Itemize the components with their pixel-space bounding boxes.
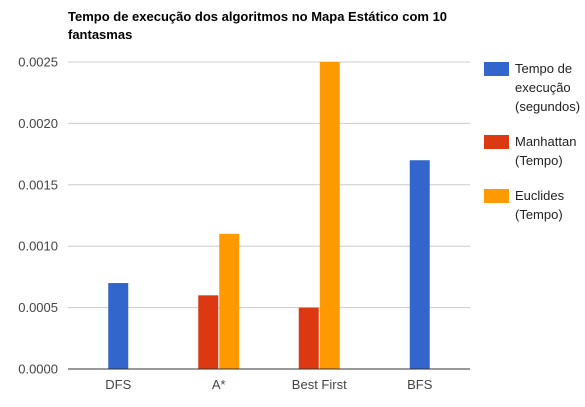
chart-title-line: Tempo de execução dos algoritmos no Mapa… bbox=[68, 9, 447, 24]
y-tick-label: 0.0010 bbox=[18, 239, 58, 254]
legend-item: Euclides (Tempo) bbox=[484, 188, 565, 222]
x-tick-label: Best First bbox=[292, 377, 347, 392]
bar bbox=[219, 233, 240, 369]
chart-title: Tempo de execução dos algoritmos no Mapa… bbox=[68, 9, 447, 42]
bar bbox=[409, 160, 430, 369]
x-tick-label: DFS bbox=[105, 377, 131, 392]
bar bbox=[108, 283, 129, 369]
legend-swatch bbox=[484, 189, 509, 203]
y-tick-label: 0.0020 bbox=[18, 116, 58, 131]
y-tick-labels: 0.0000 0.0005 0.0010 0.0015 0.0020 0.0025 bbox=[18, 55, 58, 377]
x-tick-label: A* bbox=[212, 377, 226, 392]
legend-label: Euclides bbox=[515, 188, 565, 203]
y-tick-label: 0.0000 bbox=[18, 362, 58, 377]
bar bbox=[198, 295, 219, 369]
legend-label: execução bbox=[515, 80, 571, 95]
y-tick-label: 0.0025 bbox=[18, 55, 58, 70]
legend-item: Manhattan (Tempo) bbox=[484, 134, 576, 168]
x-tick-label: BFS bbox=[407, 377, 433, 392]
legend-item: Tempo de execução (segundos) bbox=[484, 61, 580, 114]
y-tick-label: 0.0005 bbox=[18, 300, 58, 315]
legend-label: Manhattan bbox=[515, 134, 576, 149]
y-gridlines bbox=[68, 61, 470, 309]
legend-label: (segundos) bbox=[515, 99, 580, 114]
legend-swatch bbox=[484, 135, 509, 149]
legend-label: (Tempo) bbox=[515, 153, 563, 168]
legend-label: Tempo de bbox=[515, 61, 572, 76]
bar bbox=[298, 307, 319, 369]
chart-title-line: fantasmas bbox=[68, 27, 132, 42]
y-tick-label: 0.0015 bbox=[18, 177, 58, 192]
legend: Tempo de execução (segundos) Manhattan (Temp… bbox=[484, 61, 580, 222]
legend-label: (Tempo) bbox=[515, 207, 563, 222]
x-tick-labels: DFS A* Best First BFS bbox=[105, 377, 432, 392]
bars bbox=[68, 62, 470, 370]
bar bbox=[319, 62, 340, 369]
legend-swatch bbox=[484, 62, 509, 76]
